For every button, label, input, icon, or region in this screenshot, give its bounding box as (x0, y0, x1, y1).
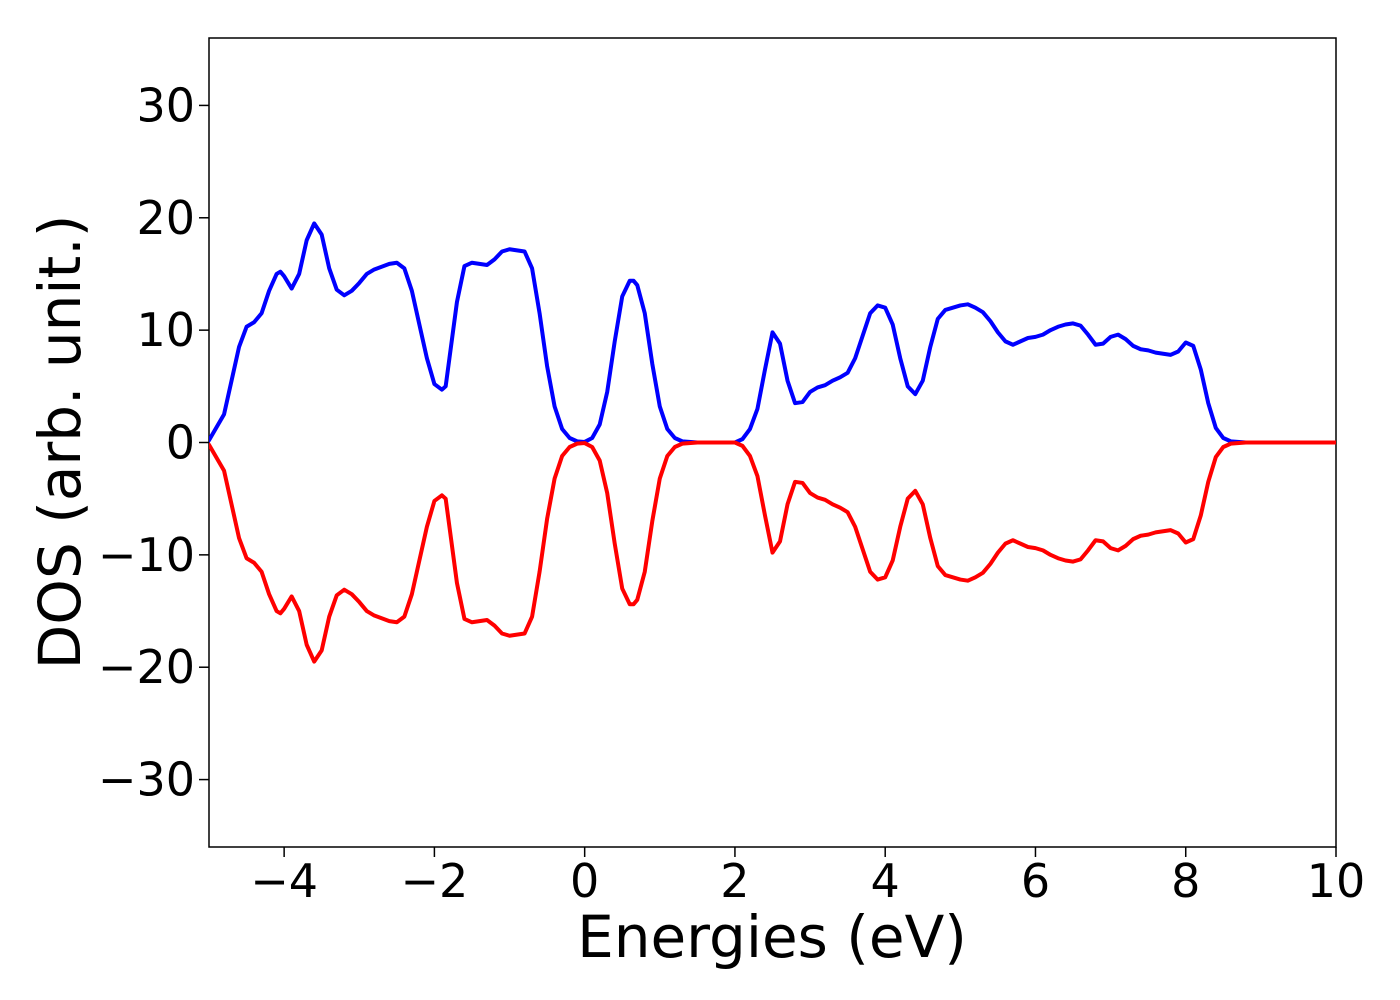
x-tick-label: 10 (1307, 854, 1366, 908)
plot-area (208, 37, 1337, 848)
x-tick-label: 2 (720, 854, 749, 908)
series-line-spin-down (209, 440, 1336, 664)
y-tick-label: 30 (136, 78, 195, 132)
y-axis: 30 20 10 0 −10 −20 −30 (98, 78, 209, 807)
y-tick-label: −10 (98, 528, 195, 582)
y-tick-label: 20 (136, 191, 195, 245)
x-tick-label: −2 (400, 854, 468, 908)
y-tick-label: −20 (98, 640, 195, 694)
x-axis-label: Energies (eV) (577, 903, 967, 971)
x-tick-label: 8 (1171, 854, 1200, 908)
x-tick-label: 6 (1021, 854, 1050, 908)
x-tick-label: 4 (871, 854, 900, 908)
y-tick-label: −30 (98, 753, 195, 807)
series-layer (209, 221, 1336, 664)
x-tick-label: 0 (570, 854, 599, 908)
x-axis: −4 −2 0 2 4 6 8 10 (250, 847, 1365, 908)
series-line-spin-up (209, 221, 1336, 445)
y-tick-label: 10 (136, 303, 195, 357)
x-tick-label: −4 (250, 854, 318, 908)
y-tick-label: 0 (166, 416, 195, 470)
y-axis-label: DOS (arb. unit.) (26, 215, 94, 670)
